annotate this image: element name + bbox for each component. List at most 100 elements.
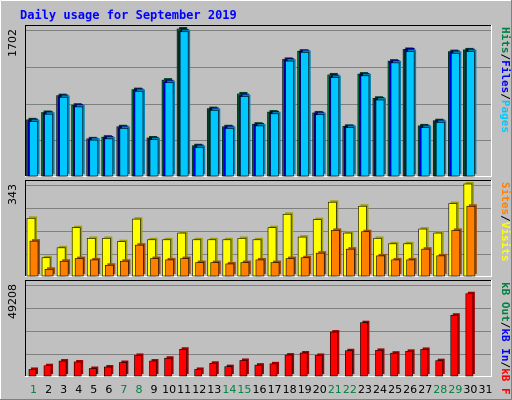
legend-pages: Pages	[499, 100, 512, 133]
legend-hits: Hits	[499, 27, 512, 54]
y-max-label-3: 49208	[6, 284, 19, 319]
x-tick-label-22: 22	[343, 383, 357, 396]
bar-pages-9	[149, 139, 159, 177]
x-tick-label-1: 1	[30, 383, 37, 396]
legend-sep: /	[499, 215, 512, 222]
bar-sites-2	[44, 268, 54, 277]
bar-pages-21	[330, 77, 340, 177]
bar-kbf-5	[88, 368, 97, 377]
bar-pages-24	[375, 99, 385, 177]
bar-pages-22	[345, 127, 355, 177]
bar-kbf-18	[284, 354, 293, 377]
bar-sites-30	[466, 205, 476, 277]
bar-kbf-13	[209, 362, 218, 377]
x-tick-label-12: 12	[192, 383, 206, 396]
x-tick-label-24: 24	[373, 383, 387, 396]
bar-kbf-30	[465, 293, 474, 377]
bar-sites-4	[74, 258, 84, 277]
legend-kb-in: kB In	[499, 328, 512, 361]
legend-sep: /	[499, 93, 512, 100]
bar-kbf-15	[239, 360, 248, 377]
bar-pages-2	[44, 113, 53, 177]
x-tick-label-7: 7	[120, 383, 127, 396]
x-tick-label-18: 18	[283, 383, 297, 396]
legend-1: Hits/Files/Pages	[499, 27, 512, 133]
bar-sites-20	[315, 252, 325, 277]
bar-pages-30	[466, 51, 475, 177]
bar-pages-12	[194, 147, 204, 177]
bar-pages-8	[134, 91, 144, 177]
bar-sites-21	[330, 230, 340, 277]
bar-sites-14	[225, 263, 235, 277]
bar-kbf-2	[43, 365, 52, 377]
x-tick-label-8: 8	[135, 383, 142, 396]
bar-sites-1	[29, 240, 39, 277]
legend-3: kB Out/kB In/kB F	[499, 282, 512, 395]
x-tick-label-13: 13	[207, 383, 221, 396]
x-tick-label-29: 29	[448, 383, 462, 396]
legend-files: Files	[499, 60, 512, 93]
bar-pages-19	[300, 52, 309, 177]
bar-sites-19	[300, 257, 310, 277]
x-tick-label-30: 30	[463, 383, 477, 396]
x-tick-label-31: 31	[478, 383, 492, 396]
x-tick-label-26: 26	[403, 383, 417, 396]
bar-sites-15	[240, 262, 250, 277]
x-tick-label-9: 9	[151, 383, 158, 396]
x-tick-label-25: 25	[388, 383, 402, 396]
legend-sep: /	[499, 362, 512, 369]
x-tick-label-28: 28	[433, 383, 447, 396]
bar-pages-28	[435, 122, 445, 177]
bar-kbf-24	[375, 350, 383, 377]
bar-kbf-4	[73, 361, 82, 377]
x-tick-label-15: 15	[237, 383, 251, 396]
bar-kbf-14	[224, 366, 233, 377]
bar-kbf-6	[104, 366, 112, 377]
x-tick-label-3: 3	[60, 383, 67, 396]
bar-kbf-11	[179, 348, 187, 377]
bar-kbf-20	[314, 355, 323, 377]
bar-sites-18	[285, 258, 295, 277]
bar-pages-20	[315, 114, 325, 177]
bar-sites-24	[376, 255, 385, 277]
bar-pages-25	[390, 62, 400, 177]
x-tick-label-16: 16	[253, 383, 267, 396]
legend-sites: Sites	[499, 182, 512, 215]
x-tick-label-6: 6	[105, 383, 112, 396]
bar-kbf-8	[134, 355, 142, 377]
bar-kbf-10	[164, 357, 172, 377]
bar-sites-13	[210, 262, 220, 277]
bar-sites-3	[59, 260, 69, 277]
chart-title: Daily usage for September 2019	[20, 8, 237, 22]
bar-sites-26	[406, 259, 415, 277]
bar-kbf-1	[28, 369, 37, 377]
bar-pages-7	[119, 128, 129, 177]
bar-kbf-23	[360, 322, 368, 377]
bar-kbf-27	[420, 349, 428, 377]
bar-pages-17	[270, 113, 279, 177]
bar-pages-1	[29, 121, 38, 177]
bar-kbf-12	[194, 369, 203, 377]
bar-kbf-19	[299, 352, 308, 377]
bar-sites-5	[89, 259, 99, 277]
bar-pages-29	[451, 53, 460, 177]
bar-sites-8	[135, 244, 144, 277]
bar-pages-14	[225, 128, 234, 177]
bar-kbf-9	[149, 360, 157, 377]
bar-kbf-7	[119, 362, 127, 377]
legend-kb-f: kB F	[499, 368, 512, 395]
bar-kbf-28	[435, 360, 444, 377]
bar-sites-12	[195, 262, 205, 277]
x-tick-label-10: 10	[162, 383, 176, 396]
bar-kbf-17	[269, 363, 278, 377]
bar-sites-27	[421, 248, 430, 277]
bar-sites-10	[165, 259, 174, 277]
bar-kbf-29	[450, 314, 459, 377]
bar-pages-4	[74, 106, 83, 177]
legend-2: Sites/Visits	[499, 182, 512, 262]
bar-pages-5	[89, 139, 99, 177]
bar-kbf-26	[405, 351, 413, 377]
x-tick-label-14: 14	[222, 383, 236, 396]
x-tick-label-27: 27	[418, 383, 432, 396]
bar-sites-17	[270, 262, 280, 277]
